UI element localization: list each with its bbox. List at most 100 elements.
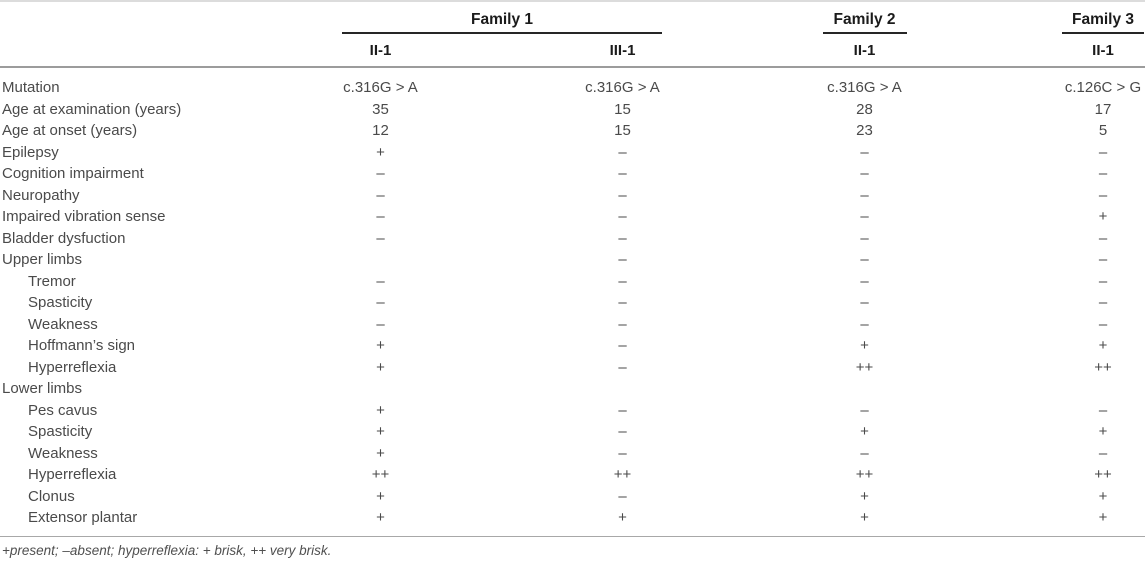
value-cell	[985, 378, 1145, 400]
table-row: Spasticity – – – –	[0, 292, 1145, 314]
value-cell: c.126C > G	[1064, 79, 1142, 96]
value-cell: –	[860, 294, 869, 311]
value-cell: –	[1098, 251, 1108, 268]
row-label: Upper limbs	[2, 251, 83, 268]
row-label: Age at onset (years)	[2, 122, 138, 139]
row-label: Cognition impairment	[2, 165, 144, 182]
value-cell: +	[1098, 208, 1108, 225]
value-cell: –	[618, 272, 627, 290]
row-label: Neuropathy	[2, 186, 80, 204]
row-label: Bladder dysfuction	[2, 229, 126, 247]
row-label: Spasticity	[28, 423, 93, 440]
value-cell: –	[860, 401, 869, 419]
value-cell: –	[1098, 143, 1108, 161]
table-row: Clonus + – + +	[0, 486, 1145, 508]
table-row: Neuropathy – – – –	[0, 185, 1145, 207]
value-cell: 15	[614, 122, 631, 139]
value-cell: 17	[1094, 100, 1112, 118]
value-cell: –	[618, 315, 627, 333]
value-cell: +	[618, 509, 627, 526]
value-cell: +	[860, 487, 869, 505]
value-cell: –	[1098, 186, 1108, 204]
value-cell: –	[618, 444, 627, 462]
corner-cell	[0, 1, 260, 34]
value-cell: +	[376, 401, 385, 419]
value-cell: c.316G > A	[585, 79, 660, 96]
table-footnote: +present; –absent; hyperreflexia: + bris…	[2, 542, 332, 558]
value-cell: ++	[1094, 358, 1112, 376]
row-label: Hyperreflexia	[28, 466, 117, 483]
value-cell: –	[618, 358, 627, 376]
value-cell: +	[376, 358, 385, 376]
table-row: Epilepsy + – – –	[0, 142, 1145, 164]
family-group-label: Family 2	[822, 11, 907, 34]
row-label: Lower limbs	[2, 380, 83, 397]
value-cell: ++	[855, 466, 874, 483]
row-label: Pes cavus	[28, 401, 98, 419]
value-cell: –	[376, 315, 385, 333]
value-cell: –	[860, 186, 869, 204]
value-cell	[260, 378, 501, 400]
value-cell: ++	[1094, 466, 1112, 483]
value-cell: c.316G > A	[343, 79, 418, 96]
value-cell: +	[376, 444, 385, 462]
value-cell: +	[860, 337, 869, 354]
value-cell: +	[1098, 487, 1108, 505]
value-cell: –	[376, 208, 385, 225]
value-cell	[744, 378, 985, 400]
table-row: Spasticity + – + +	[0, 421, 1145, 443]
table-row: Hyperreflexia + – ++ ++	[0, 357, 1145, 379]
value-cell: –	[1098, 272, 1108, 290]
value-cell: +	[376, 337, 385, 354]
value-cell: –	[618, 423, 627, 440]
value-cell: –	[618, 143, 627, 161]
family-group-header: Family 2	[744, 1, 985, 34]
table-header: Family 1 Family 2 Family 3 II-1 III-1 II-1 II…	[0, 1, 1145, 68]
table-row: Age at onset (years) 12 15 23 5	[0, 120, 1145, 142]
value-cell: –	[1098, 444, 1108, 462]
individual-header: II-1	[744, 34, 985, 68]
row-label: Spasticity	[28, 294, 93, 311]
table-row: Upper limbs – – –	[0, 249, 1145, 271]
value-cell: –	[860, 444, 869, 462]
family-group-label: Family 3	[1062, 11, 1144, 34]
clinical-features-table: Family 1 Family 2 Family 3 II-1 III-1 II-1 II…	[0, 0, 1145, 529]
value-cell: ++	[613, 466, 632, 483]
table-body: Mutation c.316G > A c.316G > A c.316G > A c.…	[0, 67, 1145, 529]
value-cell: –	[860, 229, 869, 247]
table-row: Age at examination (years) 35 15 28 17	[0, 99, 1145, 121]
value-cell: –	[860, 251, 869, 268]
value-cell: –	[618, 337, 627, 354]
value-cell: –	[618, 294, 627, 311]
table-row: Weakness – – – –	[0, 314, 1145, 336]
row-label: Weakness	[28, 444, 98, 462]
individual-header: II-1	[260, 34, 501, 68]
row-label: Age at examination (years)	[2, 100, 182, 118]
individual-header: II-1	[985, 34, 1145, 68]
table-row: Cognition impairment – – – –	[0, 163, 1145, 185]
value-cell: –	[376, 229, 385, 247]
value-cell: –	[618, 186, 627, 204]
row-label: Weakness	[28, 315, 98, 333]
value-cell: –	[618, 401, 627, 419]
value-cell: –	[860, 272, 869, 290]
family-group-header: Family 3	[985, 1, 1145, 34]
row-label: Clonus	[28, 487, 75, 505]
value-cell: –	[376, 272, 385, 290]
value-cell: –	[1098, 401, 1108, 419]
value-cell: –	[860, 315, 869, 333]
row-label: Mutation	[2, 79, 60, 96]
value-cell: –	[376, 165, 385, 182]
value-cell: –	[1098, 294, 1108, 311]
value-cell: –	[618, 165, 627, 182]
value-cell: –	[618, 487, 627, 505]
row-label: Hoffmann’s sign	[28, 337, 136, 354]
value-cell: +	[1098, 509, 1108, 526]
value-cell: –	[860, 165, 869, 182]
table-row: Lower limbs	[0, 378, 1145, 400]
table-row: Extensor plantar + + + +	[0, 507, 1145, 529]
value-cell: 23	[856, 122, 873, 139]
value-cell	[501, 378, 744, 400]
value-cell: +	[1098, 423, 1108, 440]
